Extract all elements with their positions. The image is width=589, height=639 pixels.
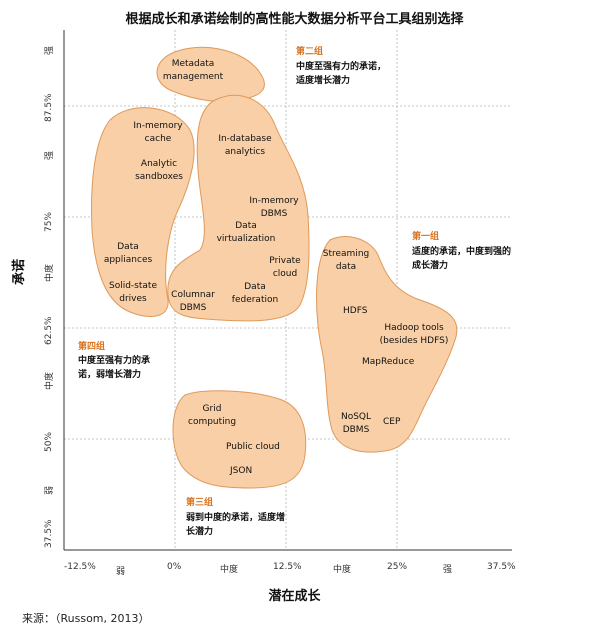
x-level-label: 弱 <box>116 567 126 577</box>
y-level-label: 强 <box>45 150 55 160</box>
group4-desc: 中度至强有力的承诺，弱增长潜力 <box>78 356 151 380</box>
blob-group1 <box>316 236 458 453</box>
group1-desc: 适度的承诺，中度到强的成长潜力 <box>412 247 512 271</box>
blob-group3 <box>172 390 307 489</box>
x-axis-title: 潜在成长 <box>268 589 321 604</box>
tech-mapreduce: MapReduce <box>362 357 415 367</box>
y-tick-label: 37.5% <box>44 519 54 548</box>
group2-title: 第二组 <box>296 47 324 57</box>
x-tick-label: 37.5% <box>487 562 516 572</box>
tech-hadoop-tools: Hadoop tools (besides HDFS) <box>379 323 449 346</box>
group1-title: 第一组 <box>412 232 440 242</box>
tech-metadata-management: Metadata management <box>162 59 224 82</box>
group2-desc: 中度至强有力的承诺，适度增长潜力 <box>296 62 387 86</box>
y-level-label: 中度 <box>45 263 55 282</box>
tech-inmemory-dbms: In-memory DBMS <box>249 196 299 219</box>
tech-inmemory-cache: In-memory cache <box>133 121 183 144</box>
tech-analytic-sandboxes: Analytic sandboxes <box>135 159 183 182</box>
tech-public-cloud: Public cloud <box>226 442 280 452</box>
tech-nosql-dbms: NoSQL DBMS <box>340 412 372 435</box>
y-level-label: 强 <box>45 45 55 55</box>
tech-hdfs: HDFS <box>343 306 368 316</box>
x-level-label: 强 <box>443 565 453 575</box>
y-tick-label: 87.5% <box>44 93 54 122</box>
x-level-label: 中度 <box>220 565 239 575</box>
tech-columnar-dbms: Columnar DBMS <box>171 290 215 313</box>
group3-desc: 弱到中度的承诺，适度增长潜力 <box>186 513 286 537</box>
tech-cep: CEP <box>383 417 401 427</box>
x-tick-label: -12.5% <box>64 562 96 572</box>
y-level-label: 中度 <box>45 371 55 390</box>
blob-group2 <box>167 94 310 322</box>
y-axis-title: 承诺 <box>12 258 27 285</box>
tech-json: JSON <box>230 466 253 476</box>
tech-data-federation: Data federation <box>231 282 279 305</box>
x-tick-label: 0% <box>167 562 182 572</box>
y-tick-label: 75% <box>44 211 54 232</box>
x-tick-label: 12.5% <box>273 562 302 572</box>
tech-data-appliances: Data appliances <box>103 242 153 265</box>
tech-indatabase-analytics: In-database analytics <box>218 134 272 157</box>
tech-streaming-data: Streaming data <box>322 249 370 272</box>
x-level-label: 中度 <box>333 565 352 575</box>
tech-grid-computing: Grid computing <box>188 404 237 427</box>
group3-title: 第三组 <box>186 498 214 508</box>
x-tick-label: 25% <box>387 562 408 572</box>
group4-title: 第四组 <box>78 342 106 352</box>
y-tick-label: 62.5% <box>44 316 54 345</box>
blob-group4 <box>91 107 195 317</box>
tech-solid-state-drives: Solid-state drives <box>109 281 157 304</box>
chart-title: 根据成长和承诺绘制的高性能大数据分析平台工具组别选择 <box>125 12 464 27</box>
source-note: 来源：（Russom, 2013） <box>22 612 150 625</box>
y-level-label: 弱 <box>45 485 55 495</box>
tech-private-cloud: Private cloud <box>269 256 301 279</box>
y-tick-label: 50% <box>44 431 54 452</box>
tech-data-virtualization: Data virtualization <box>216 221 276 244</box>
